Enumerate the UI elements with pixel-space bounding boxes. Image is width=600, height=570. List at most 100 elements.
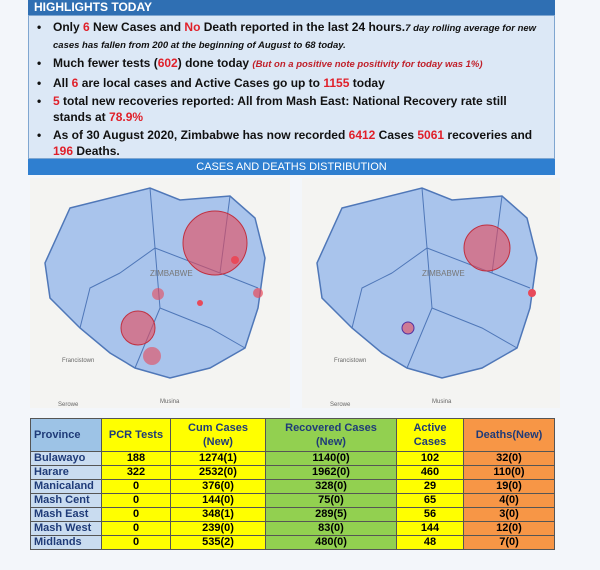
bullet-text: No xyxy=(184,20,201,34)
bullet-text: today xyxy=(349,75,385,90)
bullet-text: recoveries and xyxy=(444,128,533,142)
cell: Mash East xyxy=(30,507,102,522)
bullet-text: (But on a positive note positivity for t… xyxy=(252,59,483,70)
header-row: Province PCR Tests Cum Cases (New) Recovere… xyxy=(30,418,555,452)
bullet-text: All xyxy=(53,75,72,90)
cell: 289(5) xyxy=(265,507,397,522)
bullet-text: are local cases and Active Cases go up t… xyxy=(78,75,324,90)
cell: 56 xyxy=(396,507,464,522)
cell: 32(0) xyxy=(463,451,555,466)
cell: 535(2) xyxy=(170,535,266,550)
cell: Mash West xyxy=(30,521,102,536)
bullet-text: Deaths. xyxy=(73,143,120,158)
bullet: As of 30 August 2020, Zimbabwe has now r… xyxy=(37,128,546,159)
bullet-text: Much fewer tests ( xyxy=(53,56,158,70)
header-cell: PCR Tests xyxy=(101,418,171,452)
cell: 102 xyxy=(396,451,464,466)
cell: 48 xyxy=(396,535,464,550)
row: Mash East 0 348(1) 289(5) 56 3(0) xyxy=(30,507,555,522)
bullet: All 6 are local cases and Active Cases g… xyxy=(37,75,546,92)
cell: 328(0) xyxy=(265,479,397,494)
cell: 0 xyxy=(101,493,171,508)
map-left: ZIMBABWE Francistown Musina Serowe xyxy=(30,178,290,408)
row: Manicaland 0 376(0) 328(0) 29 19(0) xyxy=(30,479,555,494)
bullet-text: 6 xyxy=(71,75,79,90)
row: Harare 322 2532(0) 1962(0) 460 110(0) xyxy=(30,465,555,480)
cell: 7(0) xyxy=(463,535,555,550)
bullet-text: 78.9% xyxy=(109,109,144,124)
section-title: CASES AND DEATHS DISTRIBUTION xyxy=(28,159,555,175)
header-title: HIGHLIGHTS TODAY xyxy=(28,0,555,15)
row: Mash West 0 239(0) 83(0) 144 12(0) xyxy=(30,521,555,536)
header-cell: Province xyxy=(30,418,102,452)
cell: 480(0) xyxy=(265,535,397,550)
bullet-text: 6412 xyxy=(348,128,376,142)
bullet-text: 1155 xyxy=(323,75,350,90)
province-borders xyxy=(351,187,531,369)
cell: 144 xyxy=(396,521,464,536)
cell: 4(0) xyxy=(463,493,555,508)
header-cell: Recovered Cases (New) xyxy=(265,418,397,452)
cell: 322 xyxy=(101,465,171,480)
country-label: ZIMBABWE xyxy=(150,269,193,278)
bullet-text: As of 30 August 2020, Zimbabwe has now r… xyxy=(53,128,349,142)
cell: 19(0) xyxy=(463,479,555,494)
cell: 65 xyxy=(396,493,464,508)
cell: 239(0) xyxy=(170,521,266,536)
row: Mash Cent 0 144(0) 75(0) 65 4(0) xyxy=(30,493,555,508)
bullet: 5 total new recoveries reported: All fro… xyxy=(37,94,546,125)
country-label: ZIMBABWE xyxy=(422,269,465,278)
bullet-text: 196 xyxy=(53,143,74,158)
cell: 0 xyxy=(101,535,171,550)
bullet-text: total new recoveries reported: All from … xyxy=(53,94,507,124)
circle xyxy=(152,288,164,300)
bullet-text: 602 xyxy=(157,56,178,70)
place-label: Francistown xyxy=(62,358,94,364)
bullet-text: 7 day rolling average for new cases has … xyxy=(53,23,537,51)
row: Midlands 0 535(2) 480(0) 48 7(0) xyxy=(30,535,555,550)
cell: Manicaland xyxy=(30,479,102,494)
cell: 29 xyxy=(396,479,464,494)
cell: Midlands xyxy=(30,535,102,550)
map-right: ZIMBABWE Francistown Musina Serowe xyxy=(302,178,560,408)
bullet-text: ) done today xyxy=(177,56,253,70)
bulawayo-circle xyxy=(401,321,415,335)
cell: Bulawayo xyxy=(30,451,102,466)
cell: 0 xyxy=(101,479,171,494)
place-label: Francistown xyxy=(334,358,366,364)
bullet-text: 5 xyxy=(53,94,60,108)
place-label: Serowe xyxy=(330,402,351,408)
bullet-text: 6 xyxy=(83,20,90,34)
cell: 188 xyxy=(101,451,171,466)
place-label: Musina xyxy=(432,399,452,405)
harare-circle xyxy=(182,210,248,276)
highlights-box: Only 6 New Cases and No Death reported i… xyxy=(28,15,555,159)
cell: 1962(0) xyxy=(265,465,397,480)
cell: 83(0) xyxy=(265,521,397,536)
province-table: Province PCR Tests Cum Cases (New) Recovere… xyxy=(30,418,555,550)
cell: 2532(0) xyxy=(170,465,266,480)
circle xyxy=(197,300,203,306)
row: Bulawayo 188 1274(1) 1140(0) 102 32(0) xyxy=(30,451,555,466)
cell: 75(0) xyxy=(265,493,397,508)
cell: 0 xyxy=(101,521,171,536)
place-label: Musina xyxy=(160,399,180,405)
bullet-text: Death reported in the last 24 hours. xyxy=(200,20,406,34)
cell: 3(0) xyxy=(463,507,555,522)
header-cell: Deaths(New) xyxy=(463,418,555,452)
header-cell: Cum Cases (New) xyxy=(170,418,266,452)
cell: 0 xyxy=(101,507,171,522)
cell: 460 xyxy=(396,465,464,480)
bullet-text: 5061 xyxy=(417,128,445,142)
cell: 376(0) xyxy=(170,479,266,494)
circle xyxy=(528,289,536,297)
bullet-text: Only xyxy=(53,20,84,34)
circle xyxy=(253,288,263,298)
bullet: Only 6 New Cases and No Death reported i… xyxy=(37,20,546,53)
bullet-text: Cases xyxy=(375,128,418,142)
cell: Mash Cent xyxy=(30,493,102,508)
cell: 110(0) xyxy=(463,465,555,480)
cell: 1274(1) xyxy=(170,451,266,466)
header-cell: Active Cases xyxy=(396,418,464,452)
